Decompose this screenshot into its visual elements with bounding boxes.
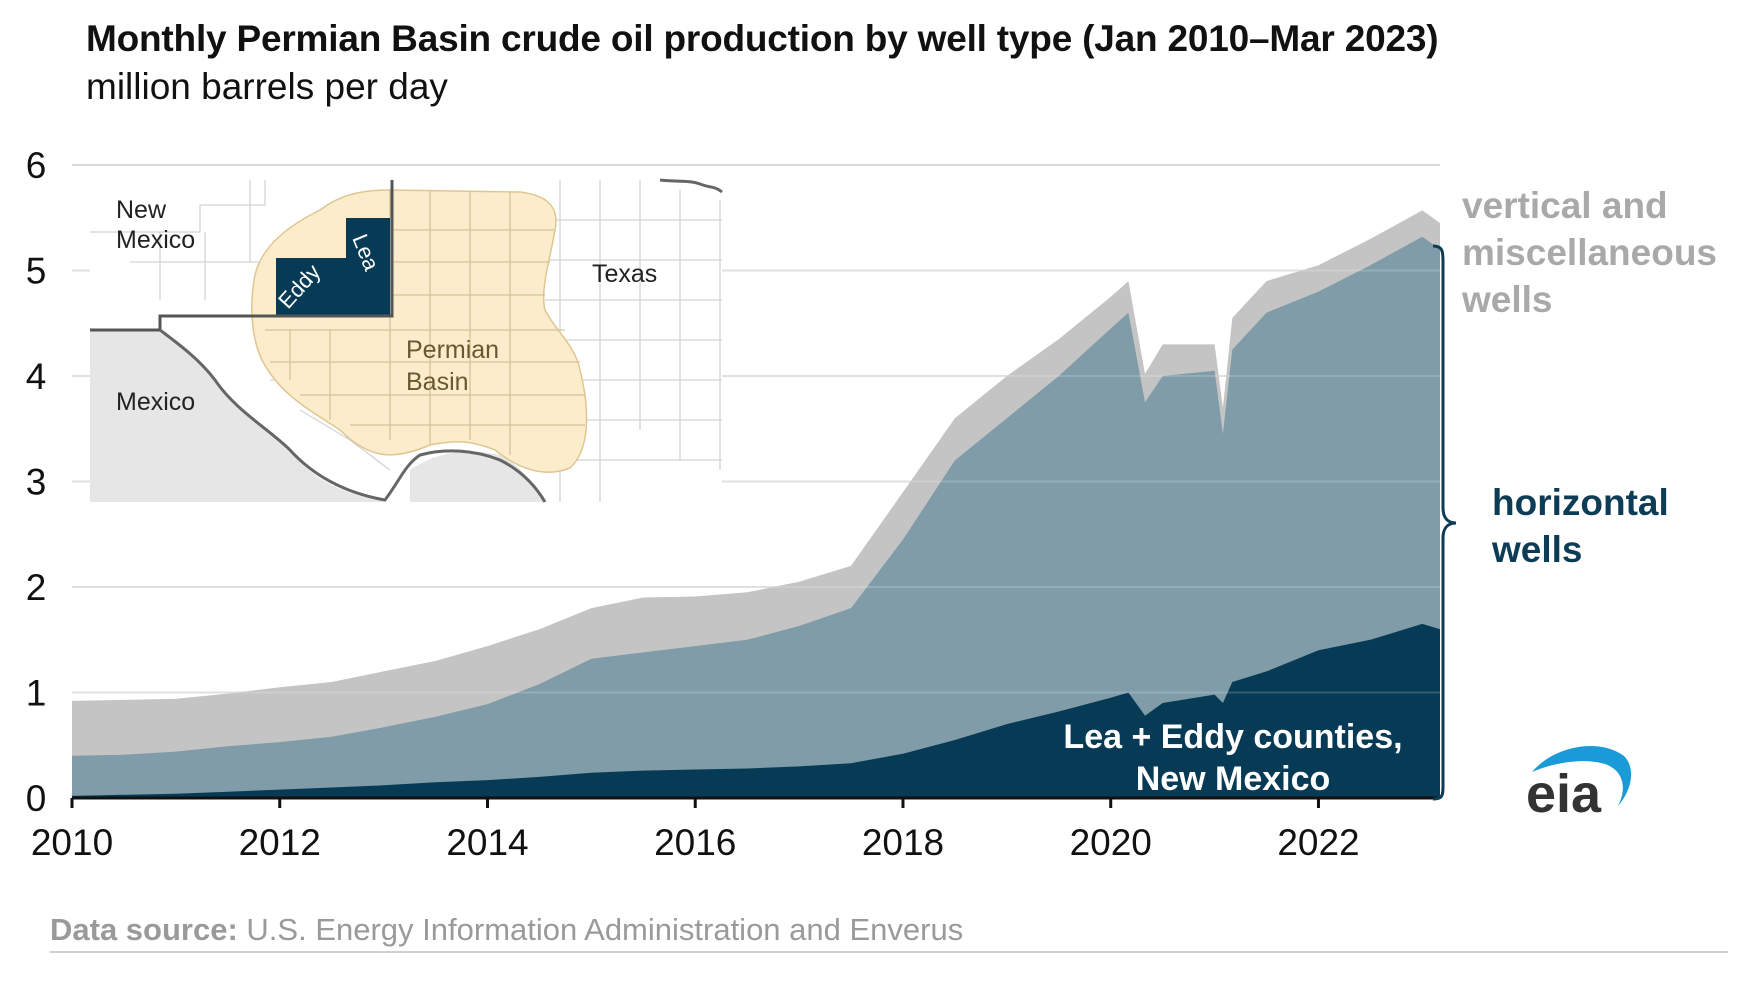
y-tick-labels: 0 1 2 3 4 5 6 bbox=[26, 145, 47, 819]
map-mexico-region-east bbox=[410, 451, 545, 502]
source-divider bbox=[50, 951, 1728, 953]
annotation-horizontal: horizontal wells bbox=[1491, 482, 1669, 570]
x-tick-label-2018: 2018 bbox=[862, 822, 944, 863]
annotation-vertical-line1: vertical and bbox=[1462, 185, 1668, 226]
map-label-new-mexico-line1: New bbox=[116, 196, 167, 224]
map-label-texas: Texas bbox=[592, 260, 657, 288]
data-source-text: U.S. Energy Information Administration a… bbox=[246, 912, 964, 947]
annotation-horizontal-line1: horizontal bbox=[1492, 482, 1669, 523]
chart-subtitle: million barrels per day bbox=[86, 66, 448, 107]
rio-grande-border bbox=[159, 328, 547, 503]
x-tick-label-2010: 2010 bbox=[31, 822, 113, 863]
eia-logo-arc bbox=[1532, 746, 1632, 806]
x-tick-label-2022: 2022 bbox=[1277, 822, 1359, 863]
map-label-new-mexico-line2: Mexico bbox=[116, 226, 195, 254]
y-tick-label-3: 3 bbox=[26, 462, 47, 503]
permian-map-inset: New Mexico Texas Mexico Permian Basin Ed… bbox=[90, 178, 723, 503]
stacked-areas bbox=[72, 210, 1440, 798]
y-tick-label-6: 6 bbox=[26, 145, 47, 186]
horizontal-wells-bracket bbox=[1432, 244, 1457, 801]
eddy-county bbox=[276, 258, 346, 316]
y-tick-label-1: 1 bbox=[26, 673, 47, 714]
area-horizontal-wells bbox=[72, 236, 1440, 798]
chart-svg: 0 1 2 3 4 5 6 2010 2012 2014 2016 2018 2020 2022 New… bbox=[26, 145, 1717, 863]
data-source-label: Data source: bbox=[50, 912, 238, 947]
eia-logo: eia bbox=[1526, 746, 1632, 824]
area-lea-eddy-counties bbox=[72, 623, 1440, 798]
map-mexico-region bbox=[90, 330, 385, 502]
x-tick-labels: 2010 2012 2014 2016 2018 2020 2022 bbox=[31, 822, 1360, 863]
x-tick-label-2020: 2020 bbox=[1070, 822, 1152, 863]
axes bbox=[70, 796, 1440, 808]
y-tick-label-4: 4 bbox=[26, 356, 47, 397]
annotation-horizontal-line2: wells bbox=[1491, 529, 1583, 570]
data-source: Data source: U.S. Energy Information Adm… bbox=[50, 912, 963, 948]
annotation-vertical-line2: miscellaneous bbox=[1462, 232, 1717, 273]
nm-tx-border bbox=[90, 180, 394, 332]
eia-logo-text: eia bbox=[1526, 764, 1602, 824]
annotation-vertical: vertical and miscellaneous wells bbox=[1461, 185, 1717, 320]
lea-county bbox=[346, 218, 390, 316]
y-tick-label-5: 5 bbox=[26, 251, 47, 292]
y-tick-label-2: 2 bbox=[26, 567, 47, 608]
map-label-basin-line2: Basin bbox=[406, 368, 469, 396]
map-label-mexico: Mexico bbox=[116, 388, 195, 416]
y-tick-label-0: 0 bbox=[26, 778, 47, 819]
x-tick-label-2016: 2016 bbox=[654, 822, 736, 863]
map-label-basin-line1: Permian bbox=[406, 336, 499, 364]
red-river-border bbox=[659, 178, 723, 194]
x-tick-label-2012: 2012 bbox=[239, 822, 321, 863]
annotation-lea-eddy: Lea + Eddy counties, New Mexico bbox=[1063, 718, 1402, 798]
annotation-lea-eddy-line1: Lea + Eddy counties, bbox=[1063, 718, 1402, 756]
annotation-lea-eddy-line2: New Mexico bbox=[1136, 760, 1331, 798]
x-tick-label-2014: 2014 bbox=[446, 822, 528, 863]
annotation-vertical-line3: wells bbox=[1461, 279, 1553, 320]
chart-title: Monthly Permian Basin crude oil producti… bbox=[86, 18, 1439, 59]
